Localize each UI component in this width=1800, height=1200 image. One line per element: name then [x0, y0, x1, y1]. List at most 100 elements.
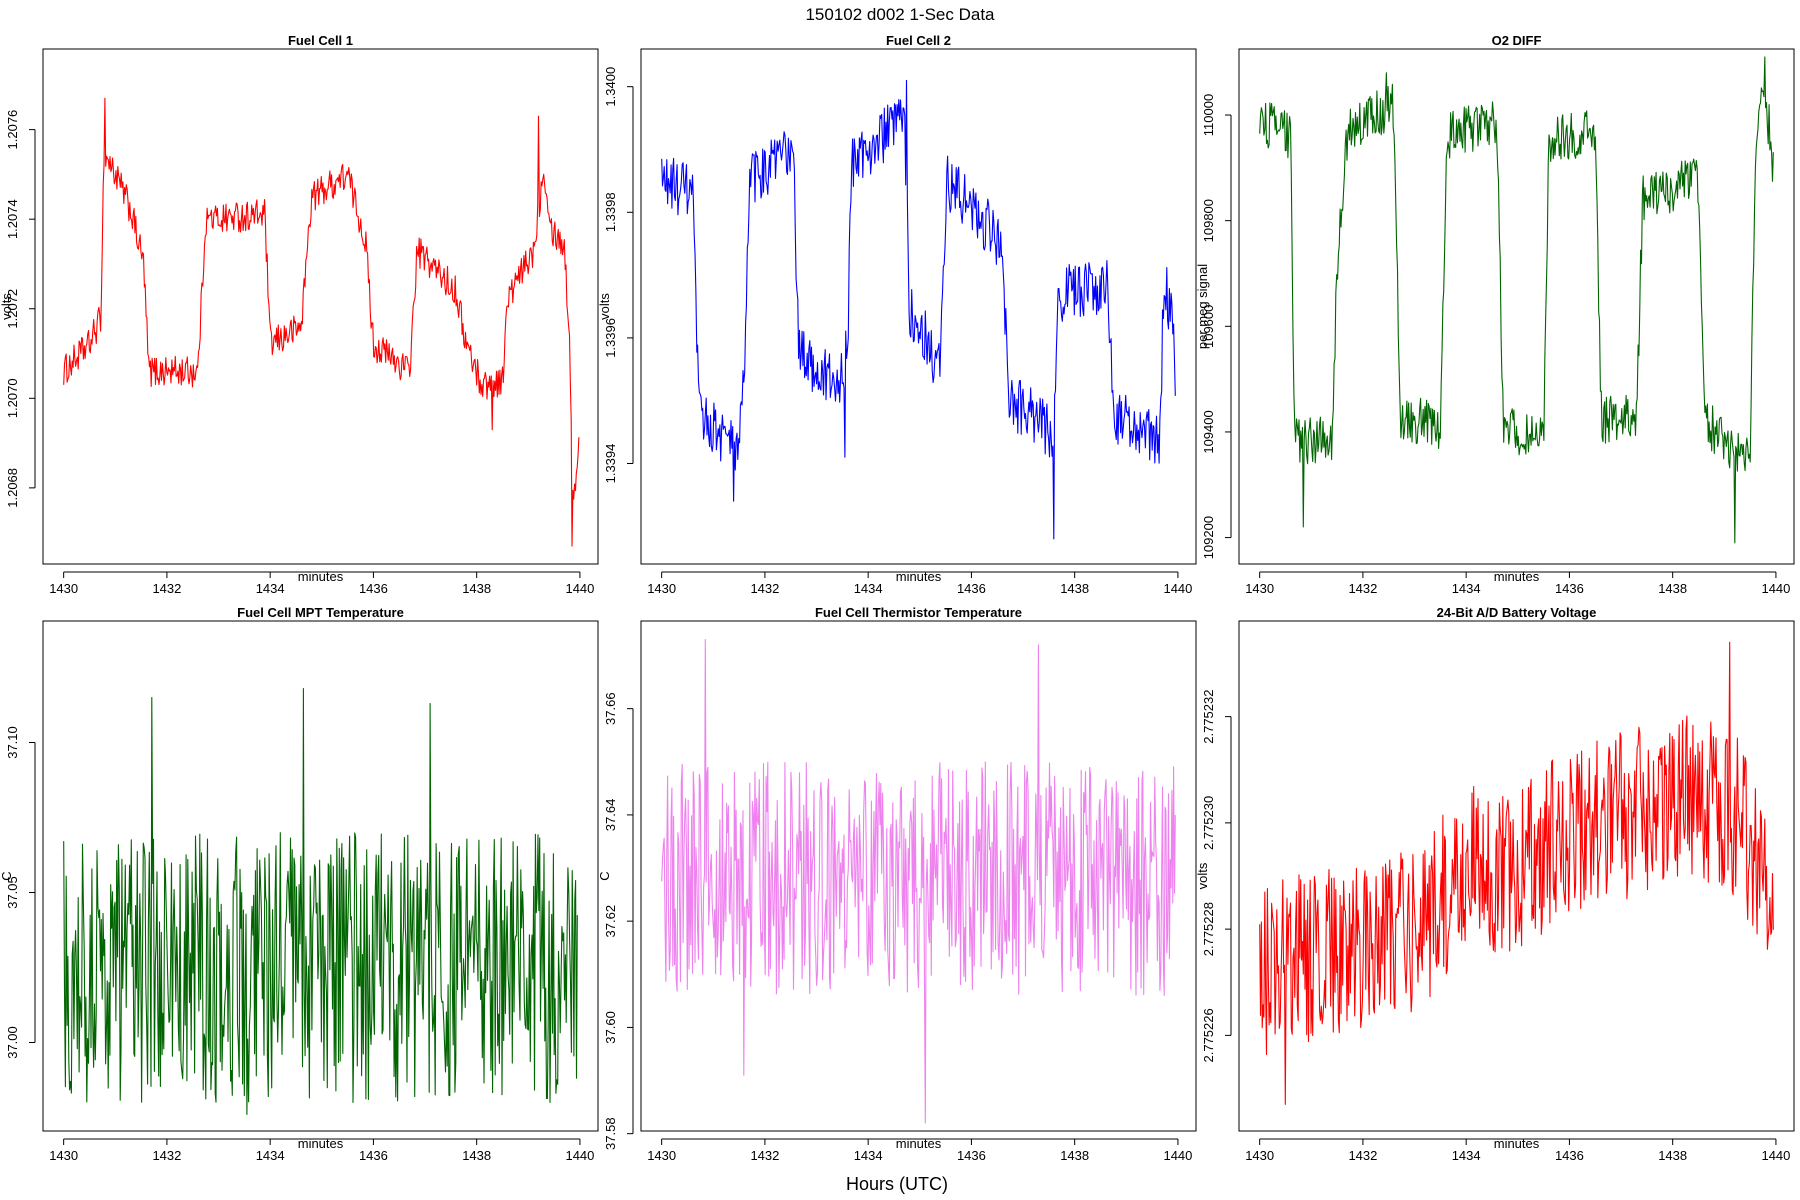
- x-axis-label: minutes: [298, 569, 344, 584]
- series-line: [63, 97, 580, 547]
- y-tick-label: 37.66: [603, 692, 618, 725]
- x-tick-label: 1432: [750, 581, 779, 596]
- x-tick-label: 1440: [1761, 1148, 1790, 1163]
- x-axis-label: minutes: [298, 1136, 344, 1151]
- x-axis-label: minutes: [1494, 569, 1540, 584]
- plot-frame: [1238, 620, 1795, 1132]
- y-tick-label: 2.775230: [1201, 796, 1216, 850]
- x-tick-label: 1430: [49, 1148, 78, 1163]
- x-tick-label: 1438: [1658, 581, 1687, 596]
- x-tick-label: 1436: [957, 581, 986, 596]
- panel-title: Fuel Cell MPT Temperature: [237, 605, 404, 620]
- x-tick-label: 1434: [854, 581, 883, 596]
- x-axis-label: minutes: [1494, 1136, 1540, 1151]
- y-tick-label: 1.2070: [5, 378, 20, 418]
- y-tick-label: 37.62: [603, 905, 618, 938]
- x-tick-label: 1440: [1163, 581, 1192, 596]
- panel-title: Fuel Cell Thermistor Temperature: [815, 605, 1022, 620]
- x-tick-label: 1430: [1245, 581, 1274, 596]
- y-tick-label: 109800: [1201, 199, 1216, 242]
- panel-title: 24-Bit A/D Battery Voltage: [1437, 605, 1597, 620]
- x-tick-label: 1438: [1060, 1148, 1089, 1163]
- y-axis-label: C: [597, 871, 612, 880]
- x-tick-label: 1436: [1555, 1148, 1584, 1163]
- y-axis-label: volts: [0, 293, 14, 320]
- y-tick-label: 2.775232: [1201, 690, 1216, 744]
- x-tick-label: 1440: [1761, 581, 1790, 596]
- x-tick-label: 1438: [462, 1148, 491, 1163]
- x-tick-label: 1432: [152, 1148, 181, 1163]
- x-tick-label: 1436: [359, 581, 388, 596]
- series-line: [1259, 641, 1774, 1105]
- x-tick-label: 1438: [1658, 1148, 1687, 1163]
- y-axis-label: volts: [597, 293, 612, 320]
- chart-panel: 24-Bit A/D Battery Voltage 1430 1432 1434 14…: [1195, 605, 1795, 1163]
- y-tick-label: 37.58: [603, 1117, 618, 1150]
- panel-title: Fuel Cell 2: [886, 33, 951, 48]
- y-tick-label: 37.64: [603, 799, 618, 832]
- y-tick-label: 37.05: [5, 876, 20, 909]
- chart-panel: Fuel Cell MPT Temperature 1430 1432 1434 143…: [0, 605, 599, 1163]
- x-tick-label: 1434: [256, 581, 285, 596]
- plot-frame: [42, 48, 599, 565]
- y-tick-label: 1.3398: [603, 192, 618, 232]
- y-tick-label: 37.00: [5, 1026, 20, 1059]
- y-tick-label: 2.775226: [1201, 1008, 1216, 1062]
- chart-panel: Fuel Cell 2 1430 1432 1434 1436 1438 1440 minut…: [597, 33, 1197, 596]
- chart-panel: Fuel Cell 1 1430 1432 1434 1436 1438 1440 minut…: [0, 33, 599, 596]
- y-tick-label: 109400: [1201, 410, 1216, 453]
- x-tick-label: 1434: [1452, 1148, 1481, 1163]
- x-tick-label: 1438: [1060, 581, 1089, 596]
- series-line: [1259, 56, 1774, 544]
- y-tick-label: 109200: [1201, 516, 1216, 559]
- x-tick-label: 1436: [359, 1148, 388, 1163]
- y-axis-label: C: [0, 871, 14, 880]
- y-tick-label: 1.3396: [603, 318, 618, 358]
- chart-panel: O2 DIFF 1430 1432 1434 1436 1438 1440 minutes 10…: [1195, 33, 1795, 596]
- x-axis-label: minutes: [896, 569, 942, 584]
- figure-title: 150102 d002 1-Sec Data: [805, 5, 995, 24]
- x-tick-label: 1440: [565, 1148, 594, 1163]
- y-tick-label: 109600: [1201, 305, 1216, 348]
- x-tick-label: 1432: [1348, 581, 1377, 596]
- y-tick-label: 37.10: [5, 726, 20, 759]
- plot-frame: [1238, 48, 1795, 565]
- y-tick-label: 110000: [1201, 94, 1216, 136]
- x-axis-label: minutes: [896, 1136, 942, 1151]
- x-tick-label: 1430: [1245, 1148, 1274, 1163]
- plot-frame: [640, 620, 1197, 1132]
- y-tick-label: 1.3400: [603, 67, 618, 107]
- y-tick-label: 37.60: [603, 1011, 618, 1044]
- x-tick-label: 1436: [1555, 581, 1584, 596]
- x-tick-label: 1432: [750, 1148, 779, 1163]
- figure-xlabel: Hours (UTC): [846, 1174, 948, 1194]
- x-tick-label: 1434: [1452, 581, 1481, 596]
- x-tick-label: 1438: [462, 581, 491, 596]
- series-line: [661, 79, 1176, 540]
- x-tick-label: 1430: [647, 581, 676, 596]
- y-tick-label: 1.2076: [5, 110, 20, 150]
- panels: Fuel Cell 1 1430 1432 1434 1436 1438 1440 minut…: [0, 33, 1795, 1163]
- y-tick-label: 1.2068: [5, 468, 20, 508]
- x-tick-label: 1432: [152, 581, 181, 596]
- y-tick-label: 2.775228: [1201, 902, 1216, 956]
- series-line: [63, 687, 578, 1116]
- y-tick-label: 1.2074: [5, 199, 20, 239]
- x-tick-label: 1440: [565, 581, 594, 596]
- panel-title: Fuel Cell 1: [288, 33, 353, 48]
- x-tick-label: 1440: [1163, 1148, 1192, 1163]
- x-tick-label: 1432: [1348, 1148, 1377, 1163]
- plot-frame: [640, 48, 1197, 565]
- x-tick-label: 1434: [854, 1148, 883, 1163]
- y-axis-label: volts: [1195, 862, 1210, 889]
- x-tick-label: 1430: [49, 581, 78, 596]
- panel-title: O2 DIFF: [1492, 33, 1542, 48]
- series-line: [661, 639, 1176, 1124]
- x-tick-label: 1430: [647, 1148, 676, 1163]
- x-tick-label: 1436: [957, 1148, 986, 1163]
- y-tick-label: 1.2072: [5, 289, 20, 329]
- plot-frame: [42, 620, 599, 1132]
- y-tick-label: 1.3394: [603, 444, 618, 484]
- x-tick-label: 1434: [256, 1148, 285, 1163]
